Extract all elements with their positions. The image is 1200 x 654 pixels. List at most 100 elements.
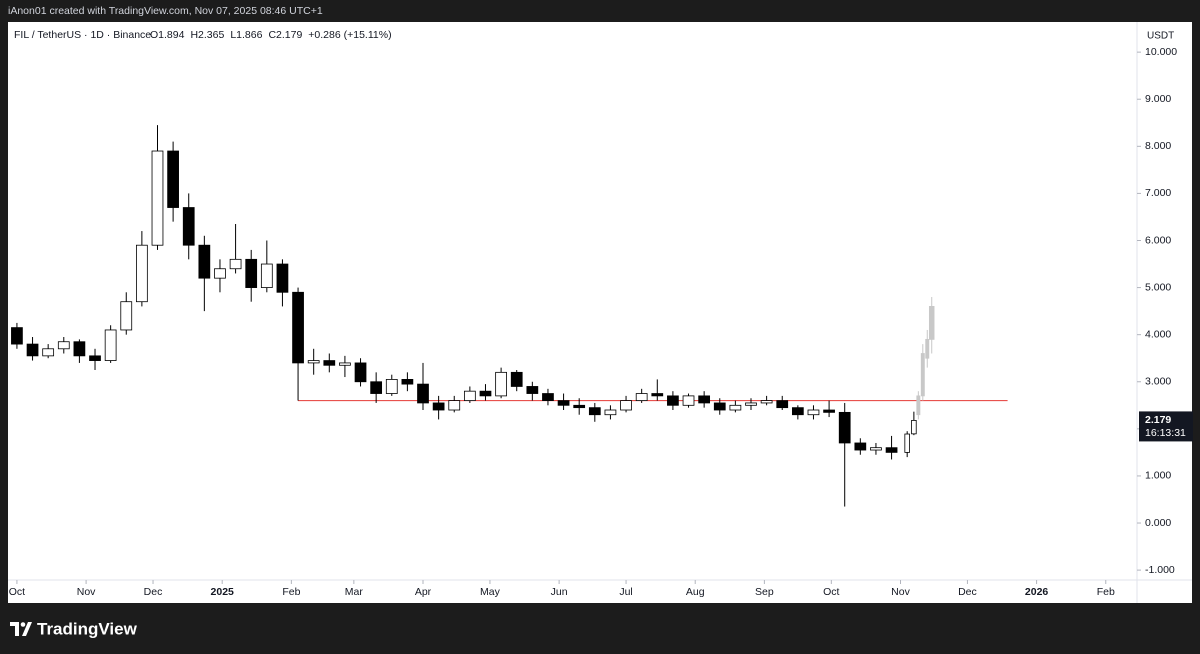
candle-body [854,442,867,451]
y-tick-label: 10.000 [1145,46,1177,58]
candle-body [198,244,211,279]
candle-body [136,244,148,303]
candle-body [182,207,195,246]
candle-body [667,395,679,406]
candle-body [214,268,226,279]
x-tick-label: Dec [958,586,977,598]
candle-body [925,338,930,359]
candle-body [448,400,461,411]
x-tick-label: Apr [415,586,432,598]
candle-body [920,353,925,397]
ohlc-value: +0.286 (+15.11%) [308,29,391,41]
brand-logo [10,622,32,636]
candle-body [588,407,601,416]
candle-body [916,395,921,416]
y-tick-label: 3.000 [1145,376,1171,388]
candle-body [698,395,711,404]
x-tick-label: Nov [77,586,96,598]
symbol-text: FIL / TetherUS · 1D · Binance [14,29,151,41]
y-tick-label: 4.000 [1145,328,1171,340]
x-tick-label: May [480,586,501,598]
candle-body [151,150,164,246]
candle-body [417,383,429,404]
y-tick-label: -1.000 [1145,564,1175,576]
candle-body [635,393,648,401]
candle-body [870,447,882,451]
x-tick-label: Dec [144,586,163,598]
candle-body [604,409,617,416]
y-tick-label: 1.000 [1145,470,1171,482]
candle-body [823,409,835,413]
candle-body [510,371,523,387]
candle-body [120,301,133,331]
y-tick-label: 8.000 [1145,140,1171,152]
candle-body [713,402,726,411]
header-text: iAnon01 created with TradingView.com, No… [8,5,323,17]
candle-body [911,420,917,435]
logo-dot [20,622,26,627]
candle-body [339,362,351,366]
candle-body [276,263,289,293]
candle-body [401,379,414,385]
candle-body [651,393,664,397]
x-tick-label: Jul [619,586,632,598]
x-tick-label: Mar [345,586,364,598]
candle-body [885,447,898,453]
x-tick-label: 2026 [1025,586,1049,598]
candle-body [573,404,586,409]
candle-body [542,393,554,401]
candle-body [745,402,757,406]
candle-body [776,400,789,409]
candle-body [760,400,773,404]
candle-body [495,371,507,397]
candle-body [42,348,55,357]
chart-panel [8,22,1192,603]
candle-body [557,400,570,406]
y-tick-label: 5.000 [1145,281,1171,293]
x-tick-label: Feb [1097,586,1115,598]
candle-body [104,329,117,361]
last-price-label: 2.179 [1145,414,1171,426]
y-tick-label: 6.000 [1145,234,1171,246]
candle-body [354,362,367,383]
candle-body [807,409,820,416]
y-tick-label: 9.000 [1145,93,1171,105]
candle-body [928,306,935,340]
x-tick-label: Oct [823,586,839,598]
y-unit: USDT [1147,31,1174,42]
ohlc-value: C2.179 [268,29,302,41]
candle-body [904,433,910,453]
x-tick-label: Sep [755,586,774,598]
y-tick-label: 7.000 [1145,187,1171,199]
candle-body [167,150,179,208]
candle-body [89,355,101,361]
candle-body [791,407,804,416]
candle-body [682,395,695,406]
x-tick-label: Nov [891,586,910,598]
candle-body [260,263,273,288]
candle-body [620,400,632,411]
candle-body [26,343,39,357]
x-tick-label: Oct [9,586,25,598]
ohlc-value: O1.894 [150,29,185,41]
candle-body [526,386,539,394]
candle-body [432,402,445,411]
candle-body [729,404,742,411]
ohlc-value: L1.866 [230,29,262,41]
candle-body [245,258,258,288]
candle-body [307,360,320,364]
candle-body [479,390,492,397]
candle-body [838,411,851,444]
last-price-box [1139,411,1193,442]
logo-mark [10,622,32,636]
ohlc-value: H2.365 [190,29,224,41]
candle-body [385,379,398,394]
x-tick-label: Aug [686,586,705,598]
candle-body [229,258,242,270]
candle-body [370,381,383,394]
candle-body [11,327,23,345]
candle-body [57,341,70,350]
x-tick-label: 2025 [211,586,235,598]
